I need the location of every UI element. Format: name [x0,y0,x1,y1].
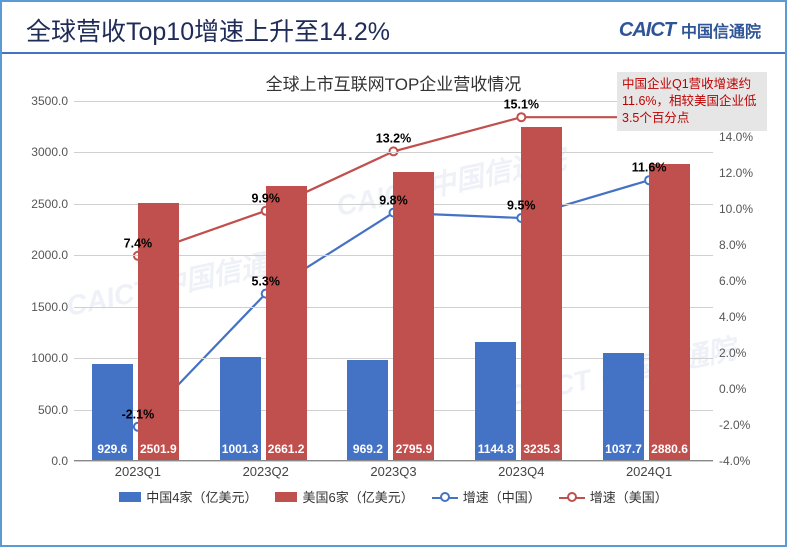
logo: CAICT 中国信通院 [619,18,761,42]
bar-china: 969.2 [347,360,388,460]
bar-value-label: 2880.6 [651,442,688,456]
y-right-tick: -2.0% [713,418,761,432]
y-left-tick: 3000.0 [26,145,74,159]
line-point-label: 15.1% [504,98,539,112]
line-swatch-icon [559,492,585,502]
y-right-tick: 4.0% [713,310,761,324]
y-left-tick: 500.0 [26,403,74,417]
y-left-tick: 2500.0 [26,197,74,211]
bar-group: 1144.83235.32023Q4 [457,101,585,460]
swatch-icon [275,492,297,502]
swatch-icon [119,492,141,502]
line-point-label: -2.1% [122,407,155,421]
legend-label: 增速（中国） [463,487,541,506]
x-tick-label: 2024Q1 [585,460,713,479]
bar-value-label: 2661.2 [268,442,305,456]
line-point-label: 9.8% [379,193,408,207]
bar-us: 2661.2 [266,186,307,460]
bar-china: 1037.7 [603,353,644,460]
y-right-tick: 12.0% [713,166,761,180]
y-right-tick: 6.0% [713,274,761,288]
y-right-tick: 2.0% [713,346,761,360]
line-point-label: 9.9% [251,191,280,205]
line-point-label: 7.4% [124,236,153,250]
bar-us: 2795.9 [393,172,434,460]
y-left-tick: 1500.0 [26,300,74,314]
annotation-box: 中国企业Q1营收增速约11.6%，相较美国企业低3.5个百分点 [617,72,767,131]
y-right-tick: 10.0% [713,202,761,216]
legend-us-bar: 美国6家（亿美元） [275,487,413,506]
legend-china-bar: 中国4家（亿美元） [119,487,257,506]
line-point-label: 13.2% [376,132,411,146]
bar-value-label: 1037.7 [605,442,642,456]
legend-label: 美国6家（亿美元） [302,487,413,506]
logo-mark: CAICT [619,19,675,42]
y-left-tick: 2000.0 [26,248,74,262]
y-right-tick: 0.0% [713,382,761,396]
bar-china: 1001.3 [220,357,261,460]
y-left-tick: 0.0 [26,454,74,468]
chart: 全球上市互联网TOP企业营收情况 CAICT 中国信通院 CAICT 中国信通院… [20,70,767,530]
y-right-tick: 8.0% [713,238,761,252]
y-right-tick: -4.0% [713,454,761,468]
bar-group: 969.22795.92023Q3 [330,101,458,460]
legend-us-line: 增速（美国） [559,487,668,506]
y-left-tick: 3500.0 [26,94,74,108]
bar-value-label: 969.2 [353,442,383,456]
header: 全球营收Top10增速上升至14.2% CAICT 中国信通院 [2,2,785,54]
y-left-tick: 1000.0 [26,351,74,365]
bar-value-label: 929.6 [97,442,127,456]
bar-value-label: 1144.8 [478,442,514,456]
x-tick-label: 2023Q1 [74,460,202,479]
plot-area: CAICT 中国信通院 CAICT 中国信通院 CAICT 中国信通院 0.05… [74,101,713,461]
y-right-tick: 14.0% [713,130,761,144]
bar-group: 929.62501.92023Q1 [74,101,202,460]
legend-label: 中国4家（亿美元） [146,487,257,506]
bar-value-label: 3235.3 [523,442,560,456]
bar-value-label: 2795.9 [396,442,433,456]
x-tick-label: 2023Q2 [202,460,330,479]
bar-value-label: 2501.9 [140,442,177,456]
page-title: 全球营收Top10增速上升至14.2% [26,12,390,48]
line-point-label: 9.5% [507,198,536,212]
legend: 中国4家（亿美元） 美国6家（亿美元） 增速（中国） 增速（美国） [20,487,767,506]
bar-us: 2880.6 [649,164,690,460]
bar-us: 3235.3 [521,127,562,460]
line-swatch-icon [432,492,458,502]
x-tick-label: 2023Q4 [457,460,585,479]
line-point-label: 11.6% [632,161,667,175]
logo-text: 中国信通院 [681,18,761,42]
legend-label: 增速（美国） [590,487,668,506]
x-tick-label: 2023Q3 [330,460,458,479]
bar-value-label: 1001.3 [222,442,259,456]
bar-group: 1037.72880.62024Q1 [585,101,713,460]
bar-china: 1144.8 [475,342,516,460]
legend-china-line: 增速（中国） [432,487,541,506]
line-point-label: 5.3% [251,274,280,288]
